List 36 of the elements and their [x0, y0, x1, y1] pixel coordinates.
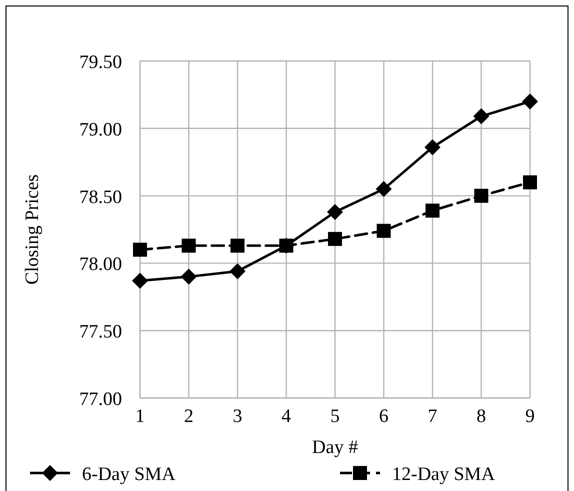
point: [474, 188, 488, 203]
point: [133, 242, 147, 257]
point: [376, 224, 391, 238]
point: [132, 272, 148, 289]
point: [328, 232, 342, 246]
point: [424, 139, 440, 156]
x-tick-label: 5: [330, 406, 340, 427]
point: [279, 238, 294, 253]
y-tick-label: 77.00: [79, 389, 122, 410]
point: [230, 238, 244, 253]
point: [230, 263, 246, 280]
x-tick-label: 7: [428, 406, 438, 427]
x-tick-label: 3: [232, 406, 242, 427]
y-tick-label: 78.50: [79, 186, 122, 208]
point: [376, 181, 392, 198]
point: [426, 204, 440, 218]
x-tick-label: 6: [379, 406, 388, 427]
x-tick-label: 4: [282, 406, 292, 427]
point: [327, 204, 343, 220]
y-tick-label: 77.50: [79, 322, 122, 343]
point: [473, 108, 490, 124]
point: [182, 238, 196, 253]
point: [522, 93, 538, 110]
point: [523, 175, 537, 190]
x-tick-label: 9: [525, 406, 535, 427]
y-tick-label: 78.00: [79, 254, 122, 276]
legend-label: 6-Day SMA: [82, 464, 176, 485]
y-axis-title: Closing Prices: [22, 174, 43, 285]
x-tick-label: 2: [184, 406, 194, 427]
x-tick-label: 8: [476, 406, 486, 427]
x-tick-label: 1: [135, 406, 145, 427]
legend-label: 12-Day SMA: [392, 464, 496, 485]
point: [180, 268, 197, 285]
y-tick-label: 79.00: [79, 119, 122, 140]
y-tick-label: 79.50: [79, 52, 122, 73]
x-axis-title: Day #: [312, 437, 358, 458]
